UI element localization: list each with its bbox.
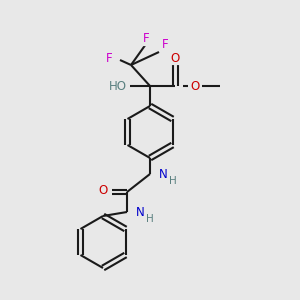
Text: O: O <box>190 80 200 92</box>
Text: N: N <box>159 167 167 181</box>
Text: F: F <box>143 32 149 46</box>
Text: HO: HO <box>109 80 127 92</box>
Text: F: F <box>162 38 168 50</box>
Text: H: H <box>169 176 177 186</box>
Text: O: O <box>98 184 108 197</box>
Text: N: N <box>136 206 144 218</box>
Text: H: H <box>146 214 154 224</box>
Text: O: O <box>170 52 180 64</box>
Text: F: F <box>106 52 112 65</box>
